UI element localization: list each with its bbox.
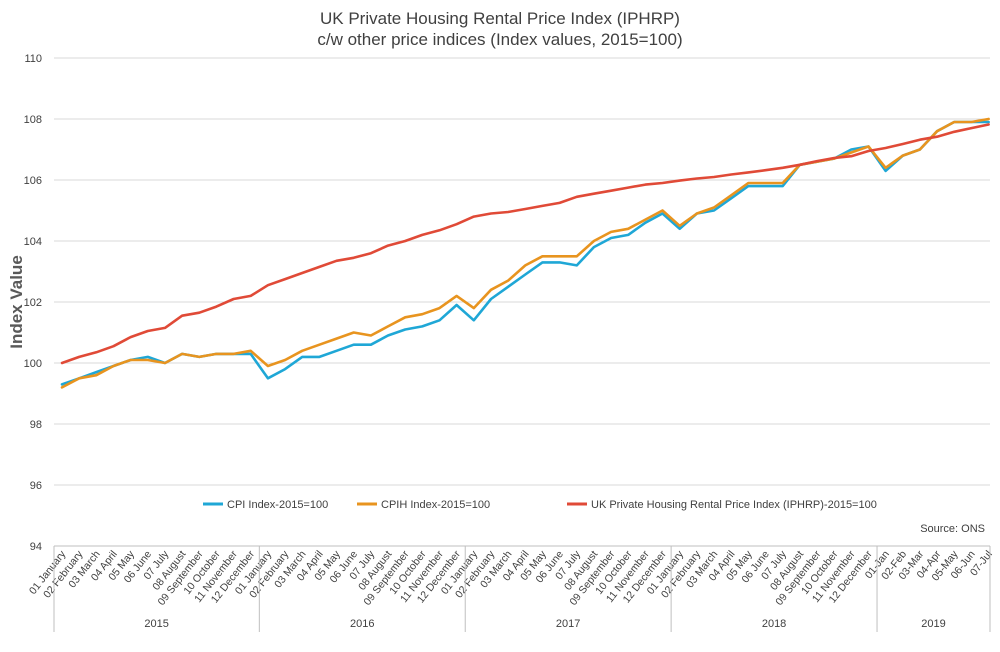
y-tick-label: 104 xyxy=(24,236,42,248)
legend: CPI Index-2015=100 CPIH Index-2015=100 U… xyxy=(203,499,877,511)
y-tick-label: 110 xyxy=(24,53,42,65)
chart-subtitle: c/w other price indices (Index values, 2… xyxy=(317,30,682,49)
gridlines xyxy=(54,57,990,547)
legend-label-iphrp: UK Private Housing Rental Price Index (I… xyxy=(591,499,877,511)
year-label: 2017 xyxy=(556,618,580,630)
y-tick-label: 100 xyxy=(24,358,42,370)
year-groups: 2015 2016 2017 2018 2019 xyxy=(53,546,991,632)
y-axis-ticks: 94 96 98 100 102 104 106 108 110 xyxy=(24,53,42,553)
iphrp-line xyxy=(60,123,990,365)
legend-label-cpi: CPI Index-2015=100 xyxy=(227,499,328,511)
source-note: Source: ONS xyxy=(920,523,985,535)
legend-label-cpih: CPIH Index-2015=100 xyxy=(381,499,490,511)
cpih-line xyxy=(60,117,990,389)
series-lines xyxy=(60,117,990,389)
y-tick-label: 106 xyxy=(24,175,42,187)
y-tick-label: 102 xyxy=(24,297,42,309)
cpi-line xyxy=(60,120,990,386)
y-tick-label: 94 xyxy=(30,541,42,553)
year-label: 2016 xyxy=(350,618,374,630)
year-label: 2018 xyxy=(762,618,786,630)
chart-title: UK Private Housing Rental Price Index (I… xyxy=(320,9,680,28)
y-tick-label: 98 xyxy=(30,419,42,431)
y-tick-label: 96 xyxy=(30,480,42,492)
year-label: 2019 xyxy=(921,618,945,630)
y-axis-label: Index Value xyxy=(7,255,26,349)
y-tick-label: 108 xyxy=(24,114,42,126)
year-label: 2015 xyxy=(144,618,168,630)
